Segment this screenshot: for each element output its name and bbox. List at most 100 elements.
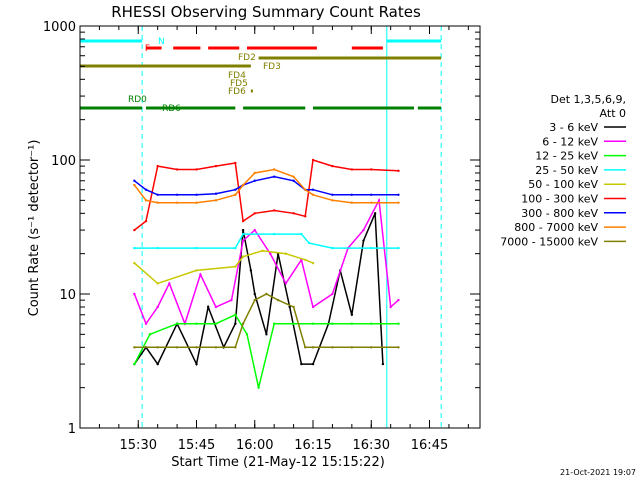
data-point: [300, 232, 303, 236]
data-point: [195, 193, 198, 196]
data-point: [156, 201, 159, 204]
legend-title-line-2: Att 0: [600, 107, 626, 120]
data-point: [288, 305, 291, 309]
data-point: [214, 322, 218, 325]
data-point: [304, 188, 307, 191]
plot-area: [79, 26, 442, 428]
x-tick-label: 15:45: [178, 438, 215, 453]
flag-label-rd0: RD0: [128, 95, 147, 105]
data-point: [144, 188, 148, 191]
data-point: [214, 164, 218, 168]
data-point: [214, 199, 218, 202]
data-point: [156, 193, 159, 196]
series-line-1: [133, 197, 399, 326]
data-point: [284, 252, 288, 255]
data-point: [156, 164, 159, 168]
data-point: [133, 179, 136, 182]
data-point: [156, 362, 159, 366]
observing-flags: [80, 39, 442, 110]
x-tick-label: 16:45: [411, 438, 448, 453]
data-point: [234, 193, 237, 196]
data-point: [234, 322, 237, 325]
x-tick-label: 16:00: [236, 438, 273, 453]
data-point: [397, 246, 400, 250]
data-point: [269, 252, 272, 255]
data-point: [206, 305, 210, 309]
data-point: [195, 168, 198, 171]
data-point: [311, 322, 315, 325]
y-tick-label: 1000: [43, 20, 76, 35]
data-point: [370, 346, 373, 349]
legend-label: 50 - 100 keV: [528, 178, 598, 191]
data-point: [381, 362, 385, 366]
data-point: [292, 322, 295, 325]
data-point: [307, 241, 311, 245]
flag-label-rd6: RD6: [162, 104, 181, 114]
data-point: [397, 322, 400, 325]
x-tick-label: 16:15: [294, 438, 331, 453]
x-tick-label: 15:30: [120, 438, 157, 453]
data-point: [195, 322, 198, 325]
data-point: [350, 322, 354, 325]
legend-label: 25 - 50 keV: [535, 164, 598, 177]
data-point: [156, 246, 159, 250]
data-point: [241, 232, 245, 236]
data-point: [370, 322, 373, 325]
data-point: [133, 261, 136, 265]
data-point: [214, 305, 218, 309]
data-point: [234, 313, 237, 316]
data-point: [156, 346, 159, 349]
flag-label-fd5: FD5: [230, 79, 248, 89]
legend-label: 100 - 300 keV: [521, 193, 598, 206]
data-point: [245, 333, 249, 336]
data-point: [311, 305, 315, 309]
data-point: [331, 193, 334, 196]
data-point: [370, 168, 373, 171]
flag-label-f: F: [145, 44, 150, 54]
x-tick-label: 16:30: [353, 438, 390, 453]
data-point: [370, 246, 373, 250]
data-point: [175, 193, 179, 196]
data-point: [292, 305, 295, 309]
data-point: [397, 298, 400, 302]
data-point: [389, 305, 392, 309]
flag-label-fd2: FD2: [238, 53, 256, 63]
data-point: [241, 183, 245, 187]
data-point: [133, 362, 136, 366]
data-point: [350, 193, 354, 196]
data-point: [331, 292, 334, 296]
data-point: [199, 273, 202, 276]
data-point: [304, 258, 307, 261]
data-point: [175, 322, 179, 325]
data-point: [350, 346, 354, 349]
data-point: [234, 265, 237, 268]
data-point: [377, 199, 381, 202]
flag-label-fd4: FD4: [228, 71, 246, 81]
y-axis-label: Count Rate (s⁻¹ detector⁻¹): [27, 140, 42, 317]
data-point: [241, 219, 245, 223]
y-tick-label: 10: [59, 288, 76, 303]
generated-timestamp: 21-Oct-2021 19:07: [560, 468, 636, 477]
data-point: [175, 201, 179, 204]
data-point: [168, 282, 171, 285]
legend-title-line-1: Det 1,3,5,6,9,: [550, 93, 626, 106]
data-point: [253, 171, 256, 175]
data-point: [133, 228, 136, 232]
data-point: [133, 292, 136, 296]
data-point: [370, 201, 373, 204]
data-point: [331, 246, 334, 250]
legend-label: 300 - 800 keV: [521, 207, 598, 220]
legend-label: 6 - 12 keV: [542, 135, 598, 148]
data-point: [253, 292, 256, 296]
data-point: [156, 305, 159, 309]
data-point: [350, 313, 354, 316]
data-point: [276, 298, 280, 302]
data-point: [241, 228, 245, 232]
data-point: [195, 346, 198, 349]
data-point: [249, 269, 253, 272]
data-point: [331, 164, 334, 168]
chart-title: RHESSI Observing Summary Count Rates: [111, 3, 421, 21]
